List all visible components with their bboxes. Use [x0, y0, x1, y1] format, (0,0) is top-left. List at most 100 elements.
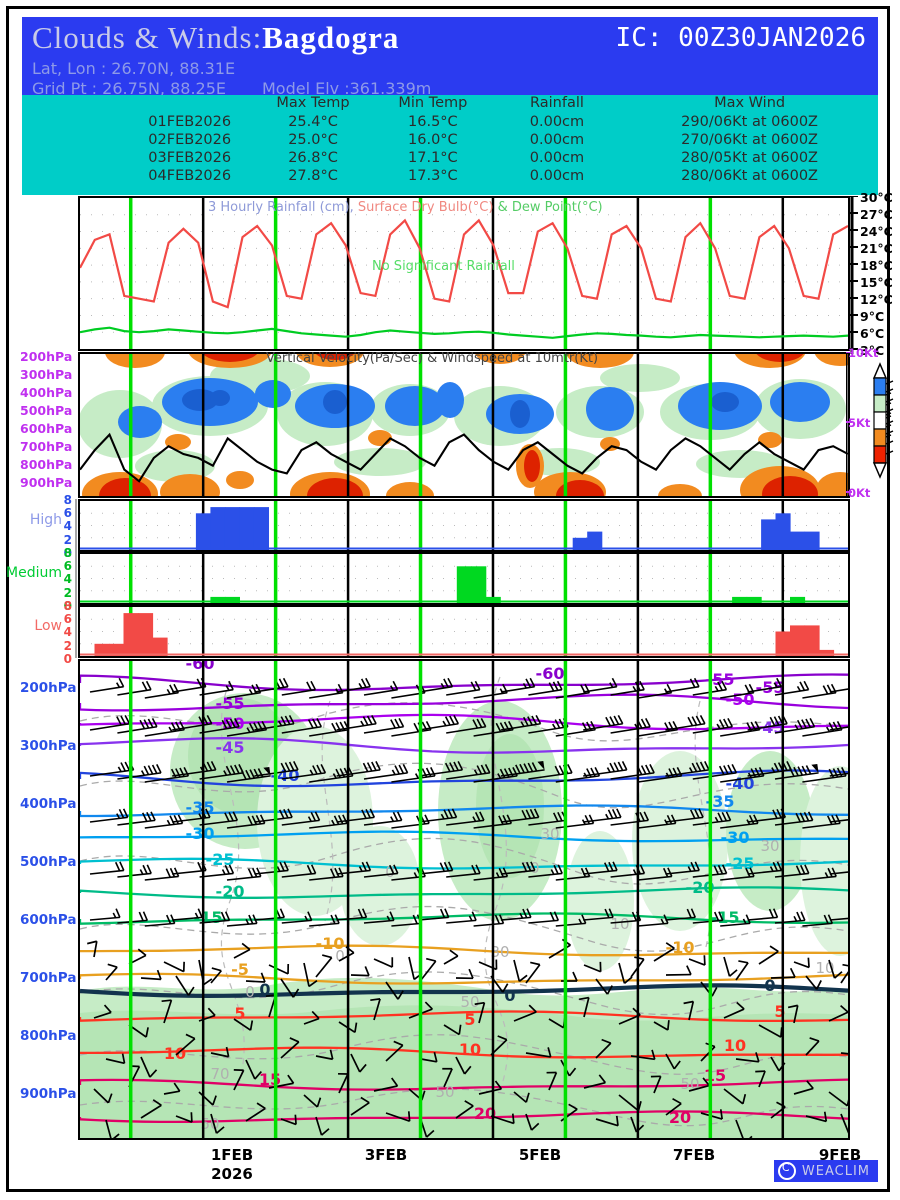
wind-barb: [446, 717, 487, 734]
cell-max-wind: 280/05Kt at 0600Z: [681, 150, 818, 166]
wind-barb: [665, 808, 704, 823]
wind-barb: [583, 961, 602, 973]
wind-barb: [363, 680, 399, 696]
wind-barb: [829, 869, 848, 875]
wind-barb: [829, 916, 848, 921]
wind-barb: [595, 1038, 612, 1059]
wind-barb: [363, 764, 409, 780]
wind-barb: [828, 959, 843, 979]
date-tick: 9FEB: [818, 1146, 862, 1164]
humidity-label: 30: [540, 825, 559, 843]
high-cloud-panel: [78, 499, 850, 552]
table-header-row: Max Temp Min Temp Rainfall Max Wind: [22, 95, 878, 113]
wind-barb: [446, 680, 481, 696]
wind-barb: [500, 760, 545, 777]
wind-barb: [455, 968, 474, 980]
cell-date: 02FEB2026: [148, 132, 232, 148]
wind-barb: [583, 677, 618, 693]
wind-barb: [199, 811, 239, 826]
wind-barb: [735, 960, 749, 981]
isotherm-label: -10: [316, 934, 345, 953]
wind-barb: [140, 969, 162, 981]
low-cloud-label: Low: [34, 618, 62, 634]
cell-max-wind: 290/06Kt at 0600Z: [681, 114, 818, 130]
wind-barb: [363, 911, 395, 924]
humidity-label: 70: [210, 1065, 229, 1083]
cell-date: 01FEB2026: [148, 114, 232, 130]
table-row: 04FEB2026 27.8°C 17.3°C 0.00cm 280/06Kt …: [22, 167, 878, 185]
wind-barb: [500, 861, 536, 875]
wind-barb: [385, 1111, 411, 1122]
cell-min-temp: 16.5°C: [408, 114, 458, 130]
humidity-label: 50: [680, 1075, 699, 1093]
date-tick: 7FEB: [672, 1146, 716, 1164]
wind-barb: [420, 1052, 438, 1063]
wind-barb: [373, 957, 394, 968]
wind-barb: [546, 1071, 558, 1091]
isotherm-label: 0: [259, 980, 270, 999]
gridpoint-text: Grid Pt : 26.75N, 88.25E: [32, 79, 227, 98]
wind-barb: [473, 767, 518, 783]
temp-tick: 6°C: [860, 326, 885, 341]
wind-barb: [583, 761, 628, 777]
temp-axis-ticks: [848, 196, 858, 354]
pressure-tick: 800hPa: [20, 1028, 77, 1044]
wind-barb: [805, 1111, 828, 1123]
wind-barb: [163, 1082, 181, 1095]
wind-barb: [93, 1004, 112, 1019]
wind-barb: [665, 1053, 681, 1070]
wind-barb: [774, 763, 819, 780]
isotherm-label: -35: [706, 792, 735, 811]
humidity-label: 30: [490, 943, 509, 961]
isotherm-label: 0: [504, 986, 515, 1005]
wind-barb: [561, 971, 578, 982]
wind-barb: [758, 945, 779, 965]
wind-barb: [315, 954, 333, 978]
temp-tick: 18°C: [860, 258, 893, 273]
wind-barb: [144, 683, 180, 699]
wind-barb: [254, 908, 286, 921]
cell-min-temp: 17.3°C: [408, 168, 458, 184]
pressure-tick: 400hPa: [20, 796, 77, 812]
wind-barb: [747, 908, 779, 921]
isotherm-label: 5: [234, 1004, 245, 1023]
wind-barb: [87, 940, 98, 958]
wind-barb: [637, 867, 673, 881]
pressure-tick: 300hPa: [20, 738, 77, 754]
wind-barb: [805, 1037, 820, 1056]
wind-barb: [688, 1077, 710, 1092]
isotherm-label: -20: [216, 882, 245, 901]
initial-condition-label: IC: 00Z30JAN2026: [615, 23, 866, 53]
wind-barb: [281, 717, 323, 734]
upper-air-panel: -60 -60 -55 -55 -55 -50 -50 -45 -45 -40 -40 -35 -35-…: [78, 659, 850, 1140]
cell-date: 04FEB2026: [148, 168, 232, 184]
temp-tick: 27°C: [860, 207, 893, 222]
wind-barb: [513, 1004, 537, 1022]
col-max-wind: Max Wind: [714, 95, 786, 111]
wind-barb: [89, 714, 131, 731]
wind-barb: [528, 911, 560, 924]
wind-barb: [829, 722, 848, 731]
wind-barb: [755, 1070, 766, 1088]
page-title: Clouds & Winds:Bagdogra: [32, 20, 399, 56]
low-cloud-panel: [78, 605, 850, 658]
wind-barb: [210, 1046, 230, 1058]
wind-barb: [89, 808, 129, 823]
wind-barb: [140, 1056, 158, 1078]
octa-tick: 0: [63, 651, 72, 666]
isotherm-label: 5: [774, 1002, 785, 1021]
cell-max-wind: 270/06Kt at 0600Z: [681, 132, 818, 148]
latlon-text: Lat, Lon : 26.70N, 88.31E: [32, 59, 236, 78]
cell-max-temp: 26.8°C: [288, 150, 338, 166]
wind-barb: [140, 1099, 162, 1119]
wind-barb: [210, 1113, 225, 1134]
isotherm-label: 5: [464, 1010, 475, 1029]
isotherm-label: -60: [536, 664, 565, 683]
pressure-tick: 900hPa: [20, 1086, 77, 1102]
wind-barb: [665, 908, 697, 921]
wind-barb: [802, 914, 834, 927]
col-date: [22, 95, 253, 113]
wind-barb: [583, 714, 624, 731]
wind-barb: [350, 1053, 367, 1073]
